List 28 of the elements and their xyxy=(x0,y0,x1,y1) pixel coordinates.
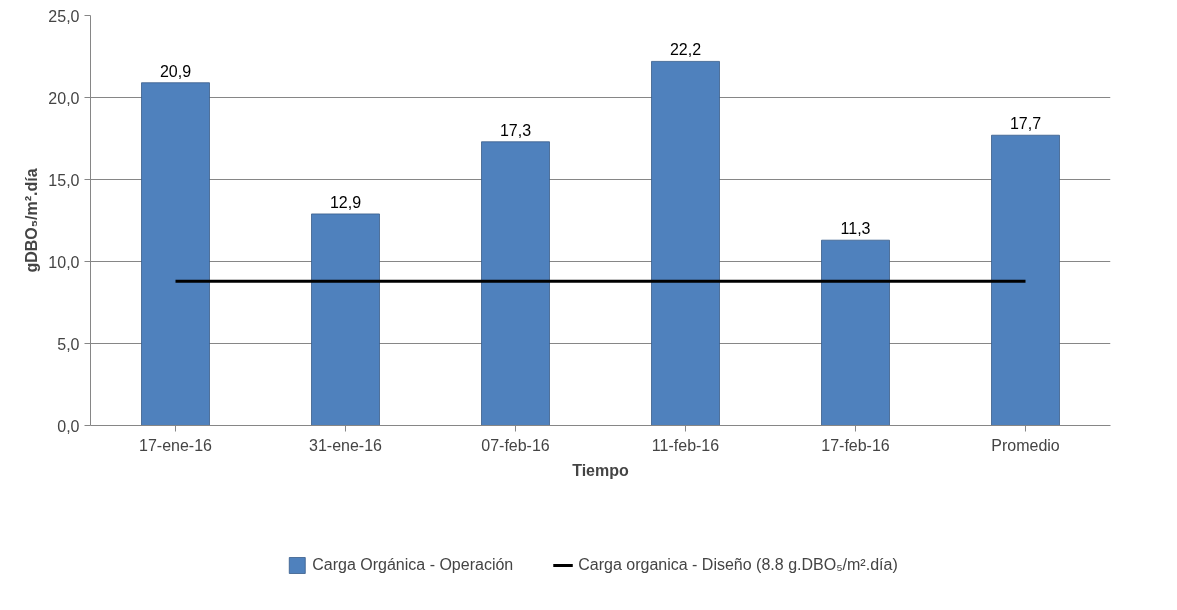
x-axis-title: Tiempo xyxy=(572,461,630,479)
bar xyxy=(821,239,890,426)
x-tick-label: 07-feb-16 xyxy=(481,436,550,454)
data-label: 17,3 xyxy=(499,121,532,139)
y-tick-label: 5,0 xyxy=(57,335,80,353)
legend-label: Carga Orgánica - Operación xyxy=(312,556,514,575)
bar xyxy=(481,141,550,426)
y-axis-title: gDBO₅/m².día xyxy=(23,168,41,273)
x-tick-label: 17-ene-16 xyxy=(139,436,213,454)
data-label: 11,3 xyxy=(840,220,871,238)
bar xyxy=(311,213,380,426)
data-label: 12,9 xyxy=(329,193,362,211)
x-tick-label: 17-feb-16 xyxy=(821,436,890,454)
y-tick-label: 0,0 xyxy=(57,417,80,435)
bar xyxy=(651,61,720,426)
y-tick-label: 20,0 xyxy=(48,89,80,107)
y-tick-label: 10,0 xyxy=(48,253,80,271)
bar xyxy=(141,82,210,426)
y-tick-label: 15,0 xyxy=(48,171,80,189)
x-tick-label: 11-feb-16 xyxy=(651,436,720,454)
x-tick-label: Promedio xyxy=(991,436,1060,454)
y-tick-label: 25,0 xyxy=(48,7,80,25)
bar xyxy=(991,134,1060,426)
legend-label: Carga organica - Diseño (8.8 g.DBO₅/m².día) xyxy=(578,556,898,575)
data-label: 22,2 xyxy=(669,41,702,59)
data-label: 17,7 xyxy=(1009,115,1042,133)
data-label: 20,9 xyxy=(159,62,192,80)
x-tick-label: 31-ene-16 xyxy=(309,436,383,454)
